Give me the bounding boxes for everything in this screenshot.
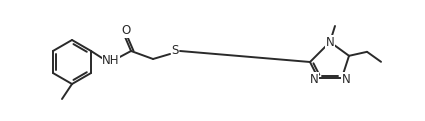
Text: O: O <box>122 24 130 38</box>
Text: N: N <box>310 73 319 86</box>
Text: S: S <box>171 45 179 57</box>
Text: N: N <box>341 73 350 86</box>
Text: N: N <box>326 35 334 49</box>
Text: NH: NH <box>102 54 120 68</box>
